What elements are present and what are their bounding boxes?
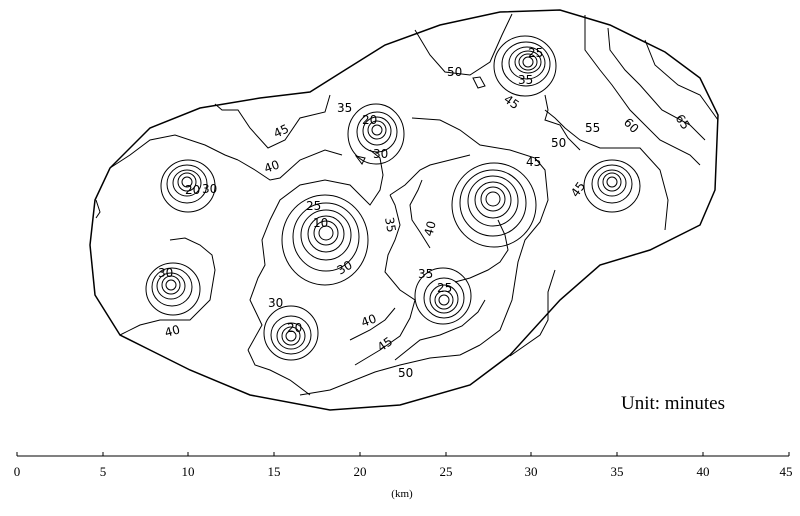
contour-label: 45 <box>526 155 541 169</box>
contour-label: 30 <box>202 182 217 196</box>
contour-label: 20 <box>287 321 302 335</box>
cone-center <box>281 194 369 286</box>
scale-tick-label: 25 <box>440 464 453 479</box>
contour-label: 35 <box>518 73 533 87</box>
scale-tick-label: 15 <box>268 464 281 479</box>
contour-label: 35 <box>382 216 398 233</box>
contour-label: 30 <box>335 258 355 278</box>
cone-sw <box>145 262 201 316</box>
contour-label: 40 <box>262 157 281 175</box>
contour-label: 50 <box>447 65 462 79</box>
scale-tick-label: 20 <box>354 464 367 479</box>
contour-label: 30 <box>373 147 388 161</box>
contour-label: 45 <box>568 179 588 200</box>
scale-tick-label: 5 <box>100 464 107 479</box>
contour-label: 65 <box>673 112 693 133</box>
contour-label: 40 <box>421 219 438 237</box>
contour-label: 20 <box>362 113 377 127</box>
contour-labels: 50 25 35 45 65 60 55 50 45 45 35 20 30 4… <box>158 46 693 380</box>
contour-lines <box>95 13 719 396</box>
contour-label: 35 <box>418 267 433 281</box>
scale-tick-label: 45 <box>780 464 793 479</box>
cone-w <box>160 159 216 213</box>
contour-label: 20 <box>185 183 200 197</box>
cone-east-center <box>451 162 537 248</box>
scale-bar: 0 5 10 15 20 25 30 35 40 45 (km) <box>14 452 793 500</box>
region-boundary <box>89 9 719 411</box>
contour-label: 35 <box>337 101 352 115</box>
contour-label: 45 <box>271 122 291 141</box>
cone-n <box>347 103 405 165</box>
contour-label: 25 <box>306 199 321 213</box>
contour-label: 55 <box>585 121 600 135</box>
cone-s <box>263 305 319 361</box>
scale-tick-label: 30 <box>525 464 538 479</box>
scale-unit-label: (km) <box>391 488 413 500</box>
cone-east <box>583 159 641 213</box>
scale-tick-label: 35 <box>611 464 624 479</box>
scale-tick-label: 10 <box>182 464 195 479</box>
contour-label: 40 <box>163 322 181 339</box>
contour-label: 10 <box>313 216 328 230</box>
contour-label: 40 <box>359 311 378 329</box>
scale-tick-label: 40 <box>697 464 710 479</box>
contour-label: 25 <box>437 281 452 295</box>
contour-label: 25 <box>528 46 543 60</box>
cone-ne <box>493 35 557 97</box>
unit-note: Unit: minutes <box>621 393 725 414</box>
contour-label: 50 <box>551 136 566 150</box>
contour-label: 50 <box>398 366 413 380</box>
contour-label: 30 <box>268 296 283 310</box>
scale-tick-label: 0 <box>14 464 21 479</box>
contour-label: 30 <box>158 266 173 280</box>
cone-se <box>414 267 472 325</box>
